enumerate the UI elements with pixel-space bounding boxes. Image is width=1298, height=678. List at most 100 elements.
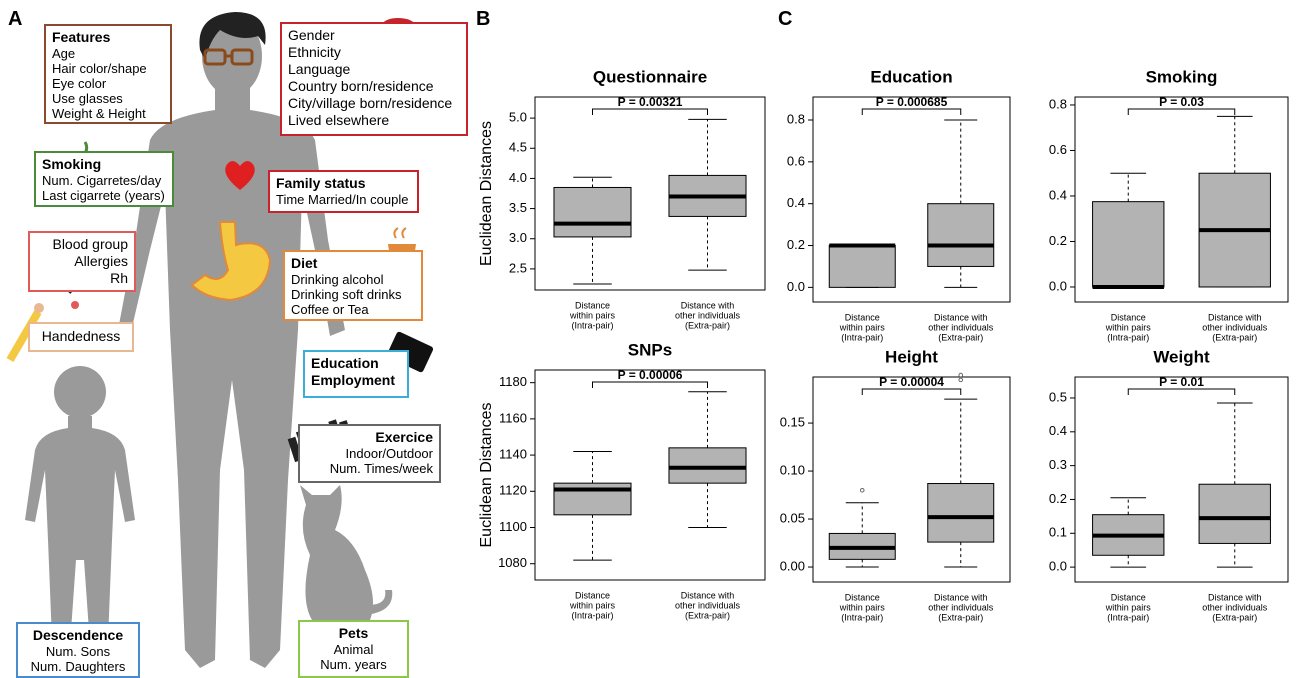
- y-tick-label: 4.0: [509, 170, 527, 185]
- info-box-title: Employment: [311, 372, 396, 388]
- outlier: [958, 372, 964, 378]
- x-tick-label: other individuals: [1202, 322, 1268, 332]
- adult-silhouette: [118, 82, 345, 668]
- info-box-line: Num. years: [320, 657, 387, 672]
- y-tick-label: 0.2: [1049, 233, 1067, 248]
- y-tick-label: 3.5: [509, 200, 527, 215]
- info-box-line: Drinking soft drinks: [291, 287, 402, 302]
- y-tick-label: 1160: [499, 410, 527, 425]
- plot-frame: [534, 369, 766, 581]
- info-box-line: Blood group: [52, 236, 128, 252]
- info-box-line: Use glasses: [52, 91, 123, 106]
- info-box-line: Coffee or Tea: [291, 302, 369, 317]
- info-box-line: Country born/residence: [288, 78, 434, 94]
- y-tick-label: 0.4: [1049, 187, 1067, 202]
- glasses: [203, 48, 254, 66]
- panel-label: A: [8, 8, 23, 30]
- x-tick-label: other individuals: [1202, 602, 1268, 612]
- info-box: Pets Animal Num. years: [298, 620, 409, 678]
- plot-frame: [812, 376, 1011, 583]
- plot-frame: [1074, 376, 1289, 583]
- info-box-line: Num. Daughters: [30, 659, 126, 674]
- x-tick-label: Distance: [1111, 592, 1146, 602]
- info-box-title: Pets: [338, 625, 369, 641]
- x-tick-label: Distance with: [681, 590, 735, 600]
- info-box: Descendence Num. Sons Num. Daughters: [16, 622, 140, 678]
- x-tick-label: other individuals: [675, 600, 741, 610]
- x-tick-label: (Extra-pair): [685, 610, 730, 620]
- y-tick-label: 0.8: [787, 111, 805, 126]
- heart-icon: [225, 161, 255, 190]
- plot-frame: [534, 96, 766, 291]
- cat-silhouette: [300, 485, 393, 620]
- info-box-title: Family status: [276, 175, 366, 191]
- x-tick-label: Distance: [575, 590, 610, 600]
- significance-bracket: [861, 388, 962, 395]
- y-tick-label: 5.0: [509, 110, 527, 125]
- y-tick-label: 0.2: [787, 237, 805, 252]
- significance-bracket: [592, 381, 708, 388]
- box: [553, 186, 632, 238]
- info-box-line: Num. Sons: [45, 644, 111, 659]
- p-value: P = 0.00006: [618, 368, 683, 382]
- y-tick-label: 0.6: [787, 153, 805, 168]
- chart-title: Education: [870, 67, 952, 86]
- x-tick-label: other individuals: [675, 310, 741, 320]
- chart-title: Questionnaire: [593, 67, 707, 86]
- x-tick-label: (Extra-pair): [1212, 612, 1257, 622]
- info-box-line: Ethnicity: [288, 44, 341, 60]
- x-tick-label: Distance with: [934, 592, 988, 602]
- y-tick-label: 1080: [498, 555, 527, 570]
- info-box-line: Time Married/In couple: [276, 192, 409, 207]
- y-tick-label: 0.4: [1049, 423, 1067, 438]
- box: [927, 203, 995, 267]
- info-box-line: Gender: [288, 27, 335, 43]
- chart-title: Smoking: [1146, 67, 1218, 86]
- x-tick-label: within pairs: [1105, 602, 1152, 612]
- x-tick-label: within pairs: [839, 602, 886, 612]
- stomach-icon: [190, 221, 272, 302]
- y-tick-label: 0.10: [780, 462, 805, 477]
- info-box-line: Weight & Height: [52, 106, 146, 121]
- info-box-title: Education: [311, 355, 379, 371]
- p-value: P = 0.00004: [879, 375, 944, 389]
- x-tick-label: (Intra-pair): [1107, 332, 1149, 342]
- x-tick-label: Distance with: [1208, 312, 1262, 322]
- info-box-line: Hair color/shape: [52, 61, 147, 76]
- info-box: Smoking Num. Cigarretes/day Last cigarrete…: [34, 151, 174, 207]
- x-tick-label: (Extra-pair): [938, 332, 983, 342]
- x-tick-label: other individuals: [928, 322, 994, 332]
- info-box-title: Descendence: [32, 627, 124, 643]
- panel-label: C: [778, 8, 793, 30]
- outlier: [859, 487, 865, 493]
- y-tick-label: 0.5: [1049, 389, 1067, 404]
- info-box: Education Employment: [303, 350, 409, 398]
- info-box-title: Features: [52, 29, 111, 45]
- x-tick-label: (Intra-pair): [841, 612, 883, 622]
- x-tick-label: Distance with: [934, 312, 988, 322]
- info-box-line: Num. Times/week: [329, 461, 433, 476]
- x-tick-label: within pairs: [569, 310, 616, 320]
- x-tick-label: Distance: [575, 300, 610, 310]
- y-tick-label: 1140: [499, 447, 527, 462]
- x-tick-label: within pairs: [839, 322, 886, 332]
- child-silhouette: [25, 416, 135, 645]
- significance-bracket: [1127, 388, 1236, 395]
- info-box: Diet Drinking alcohol Drinking soft drinks…: [283, 250, 423, 321]
- x-tick-label: Distance with: [1208, 592, 1262, 602]
- x-tick-label: (Intra-pair): [841, 332, 883, 342]
- info-box-line: Language: [288, 61, 351, 77]
- y-tick-label: 3.0: [509, 230, 527, 245]
- info-box: Exercice Indoor/Outdoor Num. Times/week: [298, 424, 441, 483]
- info-box-line: Age: [52, 46, 76, 61]
- x-tick-label: (Extra-pair): [685, 320, 730, 330]
- y-axis-label: Euclidean Distances: [478, 403, 495, 548]
- info-box-line: Last cigarrete (years): [42, 188, 165, 203]
- box: [927, 483, 995, 543]
- chart-title: Weight: [1153, 347, 1210, 366]
- x-tick-label: Distance: [845, 312, 880, 322]
- x-tick-label: (Extra-pair): [1212, 332, 1257, 342]
- box: [1092, 201, 1165, 288]
- y-tick-label: 1180: [499, 374, 527, 389]
- info-box-line: Eye color: [52, 76, 107, 91]
